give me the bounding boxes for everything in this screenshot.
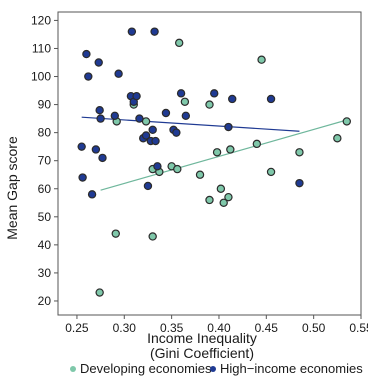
data-point-developing (148, 232, 157, 241)
data-point-high-income (110, 111, 120, 121)
data-point-developing (174, 38, 184, 48)
data-point-high-income (141, 131, 151, 140)
legend-marker-developing (70, 366, 76, 372)
x-tick-label: 0.50 (302, 321, 326, 335)
data-point-high-income (224, 122, 233, 132)
x-tick-label: 0.25 (65, 321, 89, 335)
data-point-developing (195, 170, 205, 179)
data-point-developing (205, 195, 214, 205)
legend-marker-high-income (210, 366, 216, 372)
y-tick-label: 100 (31, 70, 51, 84)
data-point-high-income (91, 145, 101, 154)
x-tick-label: 0.40 (207, 321, 231, 335)
data-point-developing (205, 100, 214, 109)
data-point-developing (212, 148, 222, 157)
data-point-high-income (143, 181, 153, 191)
x-tick-label: 0.30 (113, 321, 137, 335)
data-point-high-income (172, 128, 181, 137)
y-tick-label: 30 (38, 266, 52, 280)
data-point-developing (342, 117, 351, 126)
x-tick-label: 0.45 (255, 321, 279, 335)
data-point-high-income (228, 94, 237, 104)
y-tick-label: 20 (38, 294, 52, 308)
data-point-developing (216, 184, 226, 193)
y-tick-label: 120 (31, 13, 51, 27)
y-axis-ticks: 20 30 40 50 60 70 80 90 100 110 120 (31, 13, 58, 308)
legend: Developing economies High−income economi… (70, 361, 363, 376)
data-point-high-income (161, 108, 171, 118)
data-point-high-income (95, 105, 104, 115)
data-point-high-income (114, 69, 123, 78)
legend-label-high-income: High−income economies (220, 361, 363, 376)
y-tick-label: 50 (38, 210, 52, 224)
data-point-high-income (181, 111, 191, 121)
data-point-high-income (87, 190, 97, 199)
y-tick-label: 110 (32, 41, 51, 55)
data-points (77, 27, 351, 297)
x-tick-label: 0.35 (160, 321, 184, 335)
data-point-developing (219, 198, 228, 207)
data-point-high-income (98, 153, 107, 163)
data-point-developing (266, 167, 276, 177)
x-axis-ticks: 0.25 0.30 0.35 0.40 0.45 0.50 0.55 (65, 315, 368, 335)
y-tick-label: 60 (38, 182, 52, 196)
y-tick-label: 40 (38, 238, 52, 252)
legend-label-developing: Developing economies (80, 361, 212, 376)
y-tick-label: 70 (38, 154, 52, 168)
data-point-high-income (94, 58, 103, 67)
data-point-developing (173, 164, 182, 174)
data-point-developing (257, 55, 266, 64)
data-point-high-income (266, 94, 276, 104)
data-point-developing (252, 139, 262, 149)
data-point-high-income (78, 173, 87, 182)
data-point-high-income (135, 114, 144, 123)
trend-line-developing (100, 119, 347, 191)
data-point-developing (180, 97, 190, 106)
x-axis-title-line-2: (Gini Coefficient) (150, 345, 254, 361)
data-point-developing (111, 229, 120, 238)
y-tick-label: 90 (38, 98, 52, 112)
plot-frame (57, 11, 362, 316)
data-point-high-income (148, 125, 157, 135)
data-point-high-income (127, 27, 137, 36)
data-point-high-income (84, 72, 93, 81)
y-axis-title: Mean Gap score (4, 136, 20, 240)
data-point-developing (226, 145, 235, 154)
data-point-high-income (150, 27, 159, 36)
data-point-developing (224, 192, 233, 202)
data-point-high-income (176, 89, 186, 98)
data-point-high-income (132, 91, 141, 101)
data-point-high-income (210, 89, 219, 98)
data-point-developing (295, 148, 304, 157)
data-point-high-income (96, 114, 105, 123)
data-point-developing (333, 134, 342, 143)
data-point-high-income (151, 136, 160, 146)
x-tick-label: 0.55 (349, 321, 368, 335)
data-point-high-income (77, 142, 86, 151)
data-point-high-income (82, 49, 91, 59)
x-axis-title-line-1: Income Inequality (147, 330, 257, 346)
data-point-high-income (295, 178, 304, 188)
y-tick-label: 80 (38, 126, 52, 140)
data-point-developing (95, 288, 104, 297)
data-point-high-income (153, 162, 162, 171)
